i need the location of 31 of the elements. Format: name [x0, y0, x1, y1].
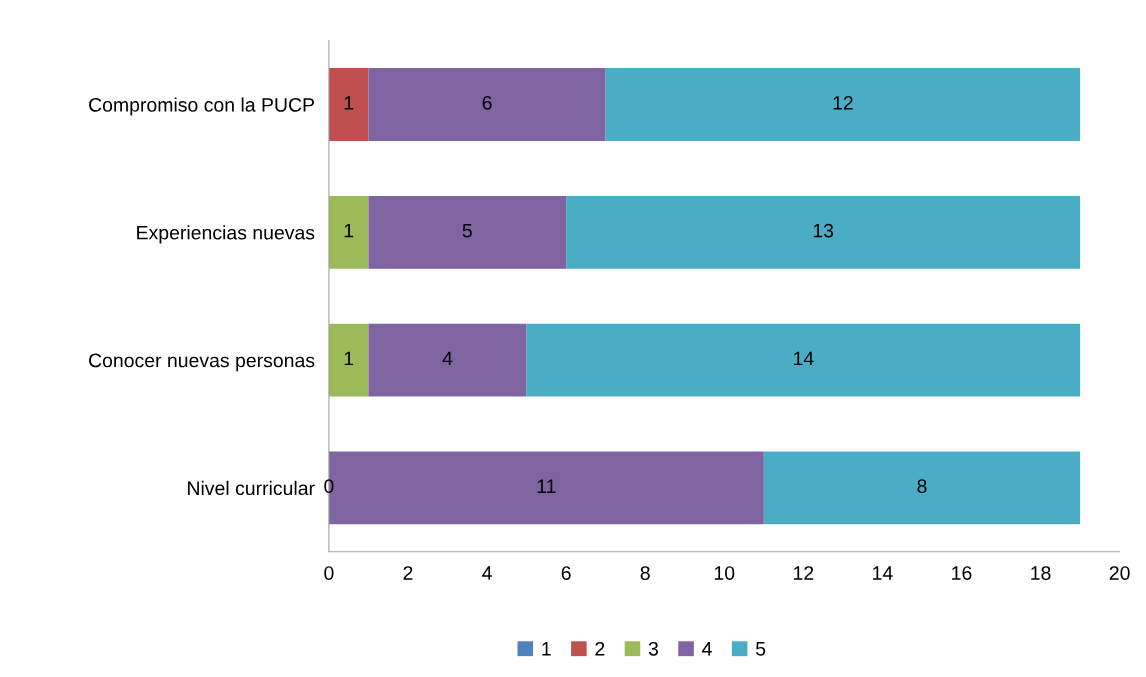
x-tick-label: 20 — [1109, 566, 1130, 580]
y-tick-label: Experiencias nuevas — [137, 225, 315, 244]
data-label: 1 — [344, 223, 354, 238]
x-tick-label: 18 — [1031, 566, 1051, 580]
data-label: 13 — [813, 223, 834, 238]
x-tick-label: 14 — [873, 566, 893, 580]
data-label: 1 — [344, 351, 354, 366]
legend-label: 4 — [702, 642, 712, 656]
data-label: 1 — [344, 96, 354, 110]
legend-label: 5 — [755, 642, 766, 656]
x-tick-label: 12 — [794, 566, 814, 580]
x-tick-label: 16 — [952, 566, 972, 580]
x-tick-label: 10 — [714, 566, 735, 580]
data-label: 12 — [833, 95, 853, 110]
legend-label: 2 — [595, 641, 605, 656]
data-label: 11 — [537, 479, 556, 493]
data-label: 8 — [917, 479, 927, 494]
data-label: 5 — [462, 223, 472, 238]
y-tick-label: Nivel curricular — [188, 480, 315, 496]
legend-label: 1 — [542, 642, 551, 656]
data-label: 4 — [442, 351, 453, 366]
y-tick-label: Compromiso con la PUCP — [89, 97, 314, 116]
data-label: 14 — [794, 351, 814, 366]
legend-label: 3 — [648, 641, 658, 656]
x-tick-label: 0 — [324, 566, 334, 580]
x-tick-label: 2 — [403, 566, 413, 580]
x-tick-label: 4 — [482, 566, 492, 580]
x-tick-label: 8 — [640, 566, 650, 580]
x-tick-label: 6 — [561, 566, 571, 580]
y-tick-label: Conocer nuevas personas — [89, 353, 315, 372]
data-label: 6 — [482, 95, 492, 110]
